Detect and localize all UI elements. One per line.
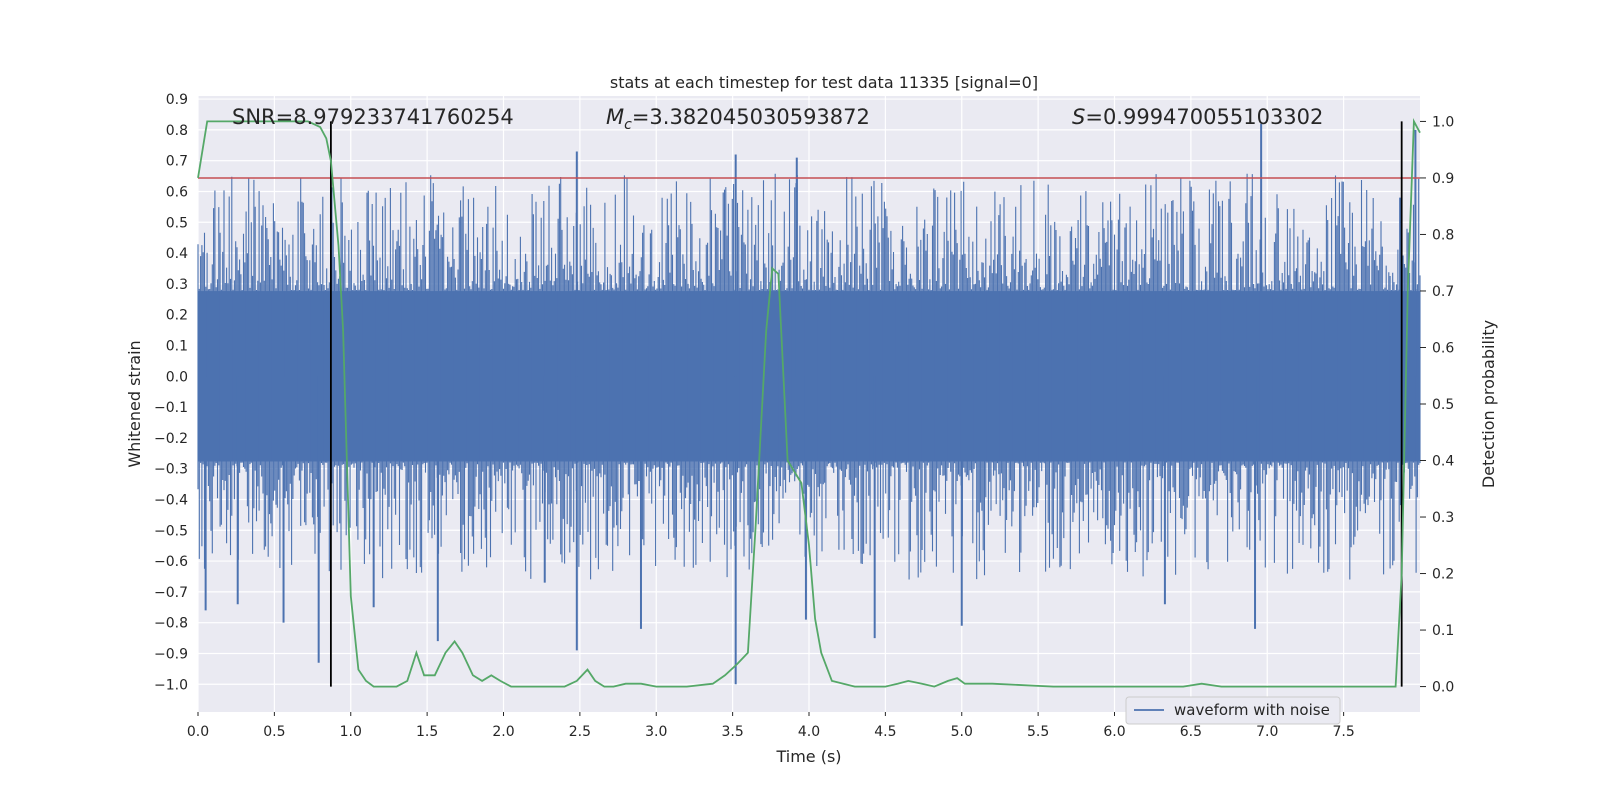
- y-tick-label: −0.5: [154, 523, 188, 539]
- y-tick-label: 0.1: [166, 338, 188, 354]
- s-value: =0.999470055103302: [1085, 105, 1323, 129]
- y2-axis-label: Detection probability: [1479, 320, 1498, 488]
- mc-subscript: c: [624, 117, 632, 133]
- x-tick-label: 7.5: [1332, 724, 1354, 740]
- chart-title: stats at each timestep for test data 113…: [610, 73, 1038, 92]
- x-ticks: 0.0 0.5 1.0 1.5 2.0 2.5 3.0 3.5 4.0 4.5 5.0 5.5 6.0 6…: [187, 712, 1355, 740]
- y-tick-label: 0.8: [166, 123, 188, 139]
- y2-tick-label: 0.0: [1432, 680, 1454, 696]
- y2-tick-label: 0.6: [1432, 340, 1454, 356]
- y-ticks: 0.9 0.8 0.7 0.6 0.5 0.4 0.3 0.2 0.1 0.0 −0.1 −0.2 −0…: [154, 92, 188, 693]
- s-annotation: S=0.999470055103302: [1072, 105, 1323, 129]
- x-tick-label: 6.0: [1103, 724, 1125, 740]
- x-tick-label: 3.5: [721, 724, 743, 740]
- y2-tick-label: 0.9: [1432, 171, 1454, 187]
- x-tick-label: 2.5: [569, 724, 591, 740]
- mc-value: =3.382045030593872: [632, 105, 870, 129]
- y-tick-label: −0.4: [154, 492, 188, 508]
- y2-tick-label: 0.8: [1432, 227, 1454, 243]
- y2-tick-label: 0.5: [1432, 397, 1454, 413]
- y-tick-label: 0.7: [166, 154, 188, 170]
- y-tick-label: 0.5: [166, 215, 188, 231]
- y-tick-label: 0.2: [166, 308, 188, 324]
- x-tick-label: 5.0: [951, 724, 973, 740]
- mc-symbol: M: [606, 105, 624, 129]
- x-tick-label: 3.0: [645, 724, 667, 740]
- y2-tick-label: 0.1: [1432, 623, 1454, 639]
- series-waveform: [197, 123, 1421, 685]
- y-tick-label: −0.2: [154, 431, 188, 447]
- x-tick-label: 7.0: [1256, 724, 1278, 740]
- y-tick-label: −0.6: [154, 554, 188, 570]
- y2-ticks: 1.0 0.9 0.8 0.7 0.6 0.5 0.4 0.3 0.2 0.1 0.0: [1420, 114, 1454, 696]
- vlines: [329, 121, 1403, 687]
- y-tick-label: −0.8: [154, 616, 188, 632]
- y-tick-label: −1.0: [154, 677, 188, 693]
- x-tick-label: 1.5: [416, 724, 438, 740]
- y2-tick-label: 1.0: [1432, 114, 1454, 130]
- x-tick-label: 0.5: [263, 724, 285, 740]
- x-tick-label: 4.5: [874, 724, 896, 740]
- x-tick-label: 1.0: [340, 724, 362, 740]
- y-tick-label: 0.0: [166, 369, 188, 385]
- x-tick-label: 6.5: [1180, 724, 1202, 740]
- y2-tick-label: 0.3: [1432, 510, 1454, 526]
- x-tick-label: 5.5: [1027, 724, 1049, 740]
- s-symbol: S: [1072, 105, 1085, 129]
- y-axis-label: Whitened strain: [125, 340, 144, 467]
- y2-tick-label: 0.7: [1432, 284, 1454, 300]
- y-tick-label: 0.3: [166, 277, 188, 293]
- y-tick-label: −0.7: [154, 585, 188, 601]
- legend-box: [1125, 696, 1341, 725]
- snr-annotation: SNR=8.979233741760254: [232, 105, 514, 129]
- y-tick-label: −0.1: [154, 400, 188, 416]
- mc-annotation: Mc=3.382045030593872: [606, 105, 870, 133]
- x-tick-label: 2.0: [492, 724, 514, 740]
- y-tick-label: 0.9: [166, 92, 188, 108]
- x-axis-label: Time (s): [775, 747, 841, 766]
- x-tick-label: 4.0: [798, 724, 820, 740]
- y-tick-label: −0.9: [154, 646, 188, 662]
- x-tick-label: 0.0: [187, 724, 209, 740]
- y-tick-label: −0.3: [154, 462, 188, 478]
- y2-tick-label: 0.2: [1432, 567, 1454, 583]
- y-tick-label: 0.4: [166, 246, 188, 262]
- y-tick-label: 0.6: [166, 184, 188, 200]
- legend: waveform with noise: [1125, 696, 1341, 725]
- waveform-trace: [197, 173, 1421, 580]
- y2-tick-label: 0.4: [1432, 454, 1454, 470]
- series-detection-probability: [197, 118, 1421, 688]
- legend-label: waveform with noise: [1174, 701, 1330, 719]
